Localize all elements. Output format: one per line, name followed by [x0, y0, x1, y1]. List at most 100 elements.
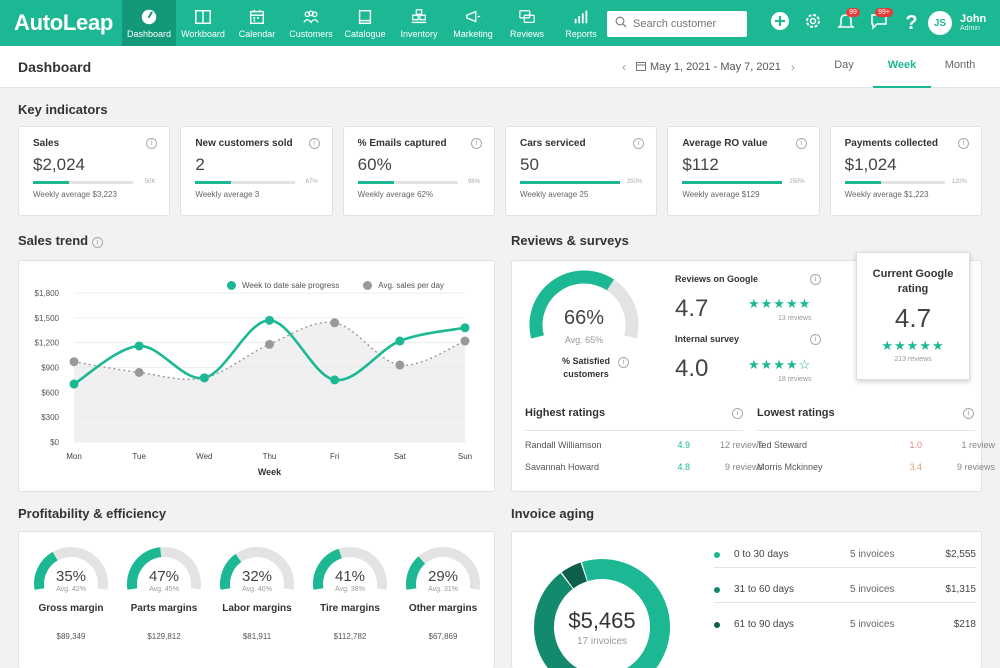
- nav-catalogue[interactable]: Catalogue: [338, 0, 392, 46]
- top-actions: 99 99+ ?: [763, 0, 928, 46]
- nav-inventory[interactable]: Inventory: [392, 0, 446, 46]
- info-icon[interactable]: i: [308, 138, 320, 149]
- kpi-weekly-average: Weekly average 3: [195, 190, 260, 199]
- search-input[interactable]: [633, 18, 738, 30]
- kpi-target: 250%: [789, 179, 805, 185]
- aging-invoice-count: 5 invoices: [850, 549, 895, 560]
- gauge-ring: [313, 547, 387, 590]
- date-range-picker: ‹ May 1, 2021 - May 7, 2021 ›: [612, 60, 805, 74]
- gauge-name: Parts margins: [130, 603, 198, 614]
- highest-row[interactable]: Savannah Howard 4.8 9 reviews: [525, 462, 763, 472]
- gauge-fill: [313, 548, 343, 590]
- nav-dashboard[interactable]: Dashboard: [122, 0, 176, 46]
- divider: [714, 567, 976, 568]
- satisfied-pct: 66%: [563, 307, 605, 329]
- rating-score: 1.0: [909, 440, 922, 450]
- info-icon[interactable]: i: [810, 334, 821, 345]
- info-icon[interactable]: i: [963, 408, 974, 419]
- gauge-amount: $81,911: [242, 632, 272, 641]
- kpi-card[interactable]: Payments collected i $1,024 120% Weekly aver…: [829, 126, 982, 216]
- kpi-value: 50: [519, 155, 539, 174]
- kpi-cards: Sales i $2,024 50K Weekly average $3,223 New …: [18, 126, 982, 216]
- invoice-aging-row[interactable]: 0 to 30 days 5 invoices $2,555: [714, 549, 976, 560]
- kpi-weekly-average: Weekly average 25: [519, 190, 589, 199]
- user-menu[interactable]: John Admin: [960, 13, 986, 32]
- kpi-card[interactable]: Sales i $2,024 50K Weekly average $3,223: [18, 126, 171, 216]
- kpi-value: 60%: [357, 155, 392, 174]
- lowest-row[interactable]: Morris Mckinney 3.4 9 reviews: [757, 462, 995, 472]
- margin-gauge[interactable]: 35% Avg. 42% Gross margin $89,349: [30, 544, 112, 659]
- current-google-value: 4.7: [894, 303, 932, 333]
- divider: [757, 430, 975, 431]
- search-icon: [615, 15, 627, 33]
- data-point-progress: [199, 373, 209, 383]
- x-tick-label: Sat: [394, 452, 407, 461]
- kpi-label: Sales: [33, 138, 60, 149]
- kpi-card[interactable]: Cars serviced i 50 250% Weekly average 25: [504, 126, 658, 216]
- messages-button[interactable]: 99+: [862, 0, 895, 46]
- lowest-row[interactable]: Ted Steward 1.0 1 review: [757, 440, 995, 450]
- margin-gauge[interactable]: 32% Avg. 40% Labor margins $81,911: [216, 544, 298, 659]
- info-icon[interactable]: i: [957, 138, 969, 149]
- margin-gauge[interactable]: 41% Avg. 38% Tire margins $112,782: [309, 544, 391, 659]
- info-icon[interactable]: i: [810, 274, 821, 285]
- invoice-aging-row[interactable]: 31 to 60 days 5 invoices $1,315: [714, 584, 976, 595]
- period-tabs: Day Week Month: [815, 46, 989, 88]
- key-indicators-title: Key indicators: [18, 102, 108, 117]
- margin-gauge[interactable]: 47% Avg. 45% Parts margins $129,812: [123, 544, 205, 659]
- nav-customers[interactable]: Customers: [284, 0, 338, 46]
- donut-segment: [581, 559, 670, 668]
- reports-bars-icon: [572, 7, 590, 27]
- app-logo[interactable]: AutoLeap: [14, 10, 114, 35]
- notifications-button[interactable]: 99: [829, 0, 862, 46]
- info-icon[interactable]: i: [91, 237, 103, 248]
- help-button[interactable]: ?: [895, 0, 928, 46]
- chevron-right-icon[interactable]: ›: [790, 60, 795, 74]
- nav-label: Marketing: [453, 29, 493, 39]
- current-google-count: 213 reviews: [894, 356, 932, 363]
- info-icon[interactable]: i: [795, 138, 807, 149]
- nav-reports[interactable]: Reports: [554, 0, 608, 46]
- kpi-target: 250%: [626, 179, 643, 185]
- kpi-card[interactable]: Average RO value i $112 250% Weekly average …: [667, 126, 820, 216]
- info-icon[interactable]: i: [732, 408, 743, 419]
- date-range-label[interactable]: May 1, 2021 - May 7, 2021: [650, 61, 781, 73]
- satisfied-gauge: [529, 270, 639, 339]
- y-tick-label: $300: [41, 413, 59, 422]
- kpi-card[interactable]: New customers sold i 2 67% Weekly average 3: [180, 126, 333, 216]
- rating-name: Savannah Howard: [525, 462, 600, 472]
- nav-reviews[interactable]: Reviews: [500, 0, 554, 46]
- add-button[interactable]: [763, 0, 796, 46]
- nav-workboard[interactable]: Workboard: [176, 0, 230, 46]
- chart-legend: Week to date sale progress Avg. sales pe…: [227, 281, 444, 290]
- gauge-fill: [406, 556, 426, 590]
- aging-color-dot: [714, 586, 720, 593]
- kpi-weekly-average: Weekly average $129: [682, 190, 760, 199]
- margin-gauge[interactable]: 29% Avg. 31% Other margins $67,869: [402, 544, 484, 659]
- tab-month[interactable]: Month: [944, 59, 976, 71]
- sales-trend-heading: Sales trend i: [18, 233, 103, 248]
- invoice-donut-chart: [534, 559, 670, 668]
- aging-range: 31 to 60 days: [734, 584, 795, 595]
- invoice-aging-row[interactable]: 61 to 90 days 5 invoices $218: [714, 619, 976, 630]
- internal-survey-value: 4.0: [675, 355, 709, 382]
- tab-day[interactable]: Day: [834, 59, 854, 71]
- info-icon[interactable]: i: [470, 138, 482, 149]
- info-icon[interactable]: i: [618, 357, 629, 368]
- dashboard-gauge-icon: [140, 7, 158, 27]
- settings-button[interactable]: [796, 0, 829, 46]
- x-tick-label: Tue: [132, 452, 146, 461]
- info-icon[interactable]: i: [146, 138, 158, 149]
- inventory-icon: [410, 7, 428, 27]
- kpi-progress-fill: [195, 181, 232, 184]
- nav-calendar[interactable]: Calendar: [230, 0, 284, 46]
- avatar[interactable]: JS: [928, 11, 952, 35]
- gauge-average: Avg. 45%: [149, 586, 179, 593]
- chevron-left-icon[interactable]: ‹: [622, 60, 626, 74]
- kpi-card[interactable]: % Emails captured i 60% 98% Weekly average 6…: [342, 126, 495, 216]
- nav-marketing[interactable]: Marketing: [446, 0, 500, 46]
- info-icon[interactable]: i: [633, 138, 645, 149]
- tab-week[interactable]: Week: [873, 46, 931, 88]
- highest-row[interactable]: Randall Williamson 4.9 12 reviews: [525, 440, 763, 450]
- catalogue-icon: [356, 7, 374, 27]
